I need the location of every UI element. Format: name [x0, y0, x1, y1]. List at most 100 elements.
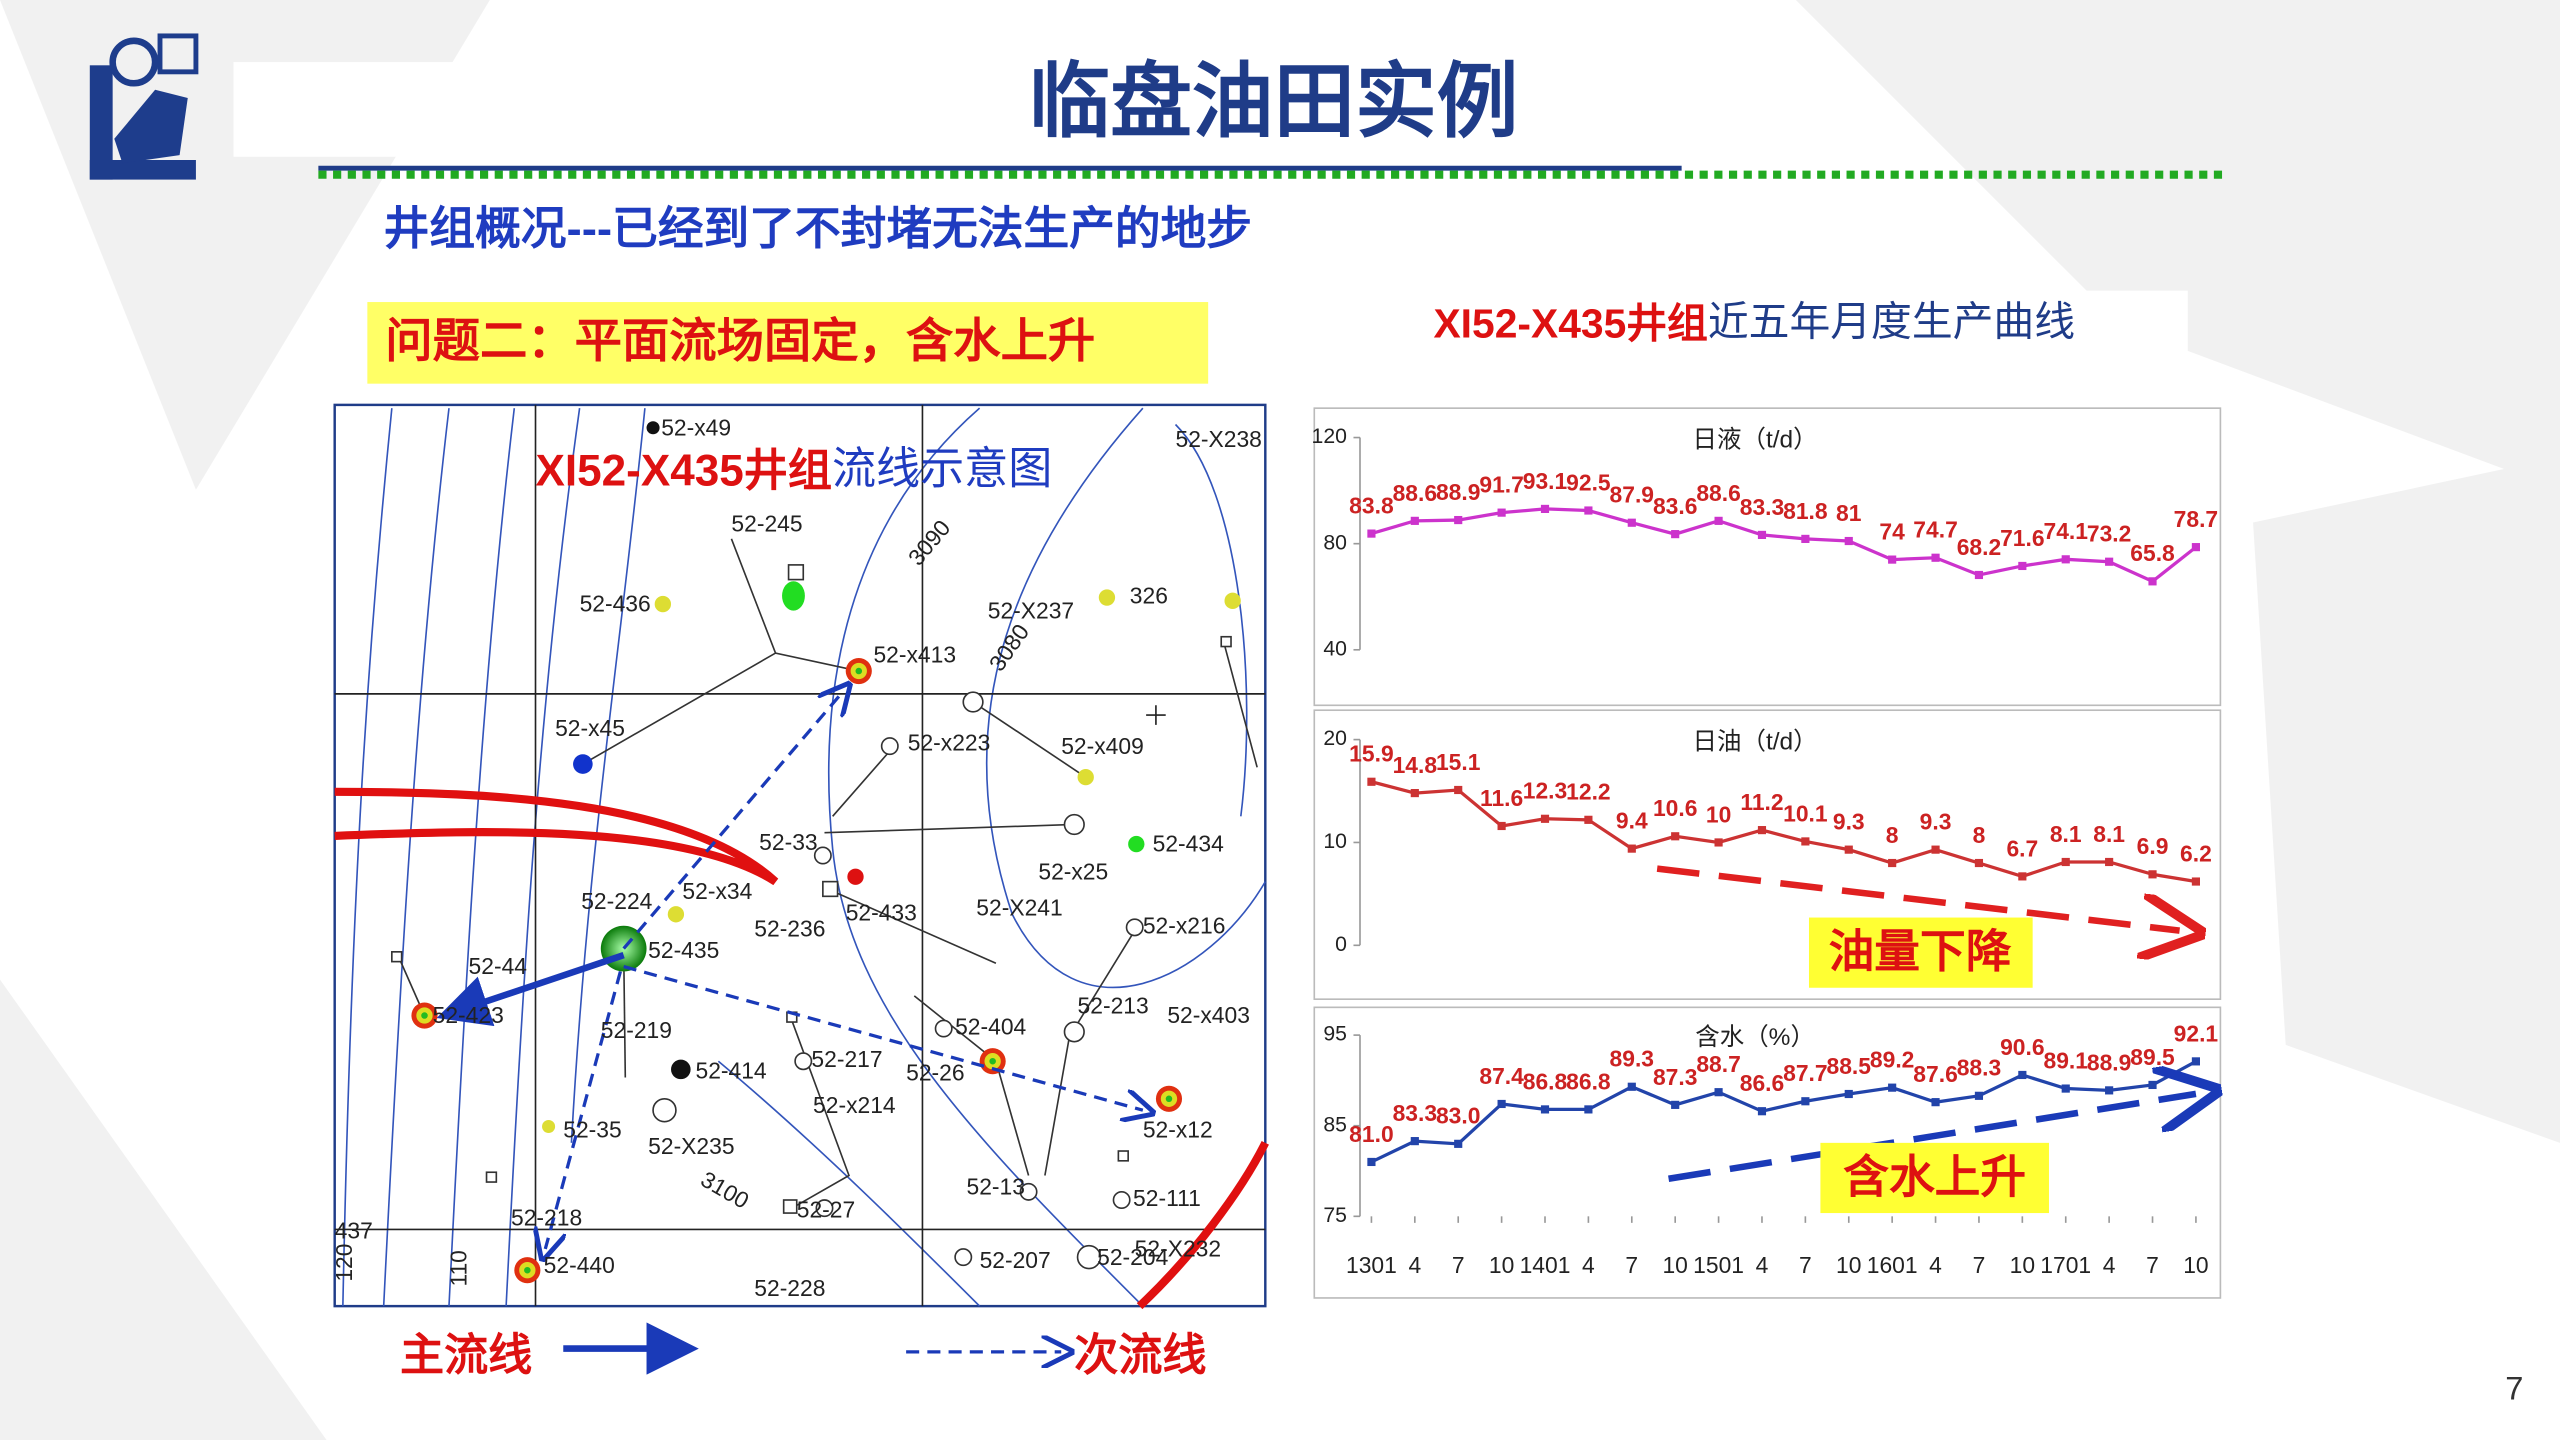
data-label: 10.1: [1783, 800, 1828, 826]
x-tick-label: 1701: [2040, 1252, 2091, 1278]
data-label: 9.3: [1920, 809, 1952, 835]
data-label: 87.6: [1913, 1061, 1957, 1087]
title: 临盘油田实例: [1029, 56, 1519, 147]
line: [1370, 507, 2197, 584]
data-label: 88.6: [1393, 480, 1437, 506]
y-tick-label: 120: [1312, 425, 1347, 448]
marker: [1497, 821, 1506, 831]
data-label: 86.6: [1740, 1070, 1784, 1096]
marker: [1671, 1100, 1680, 1109]
y-tick-label: 80: [1323, 531, 1347, 554]
chart-title: 日油（t/d）: [1693, 727, 1818, 755]
data-label: 6.9: [2137, 833, 2169, 859]
well-label: 52-111: [1133, 1185, 1201, 1211]
charts-title-box: [1417, 290, 2188, 363]
data-label: 78.7: [2174, 506, 2218, 532]
x-tick-label: 4: [2103, 1252, 2116, 1278]
well-label: 52-x413: [873, 641, 956, 667]
data-label: 89.1: [2044, 1047, 2089, 1073]
line: [1371, 780, 2197, 884]
marker: [1540, 1105, 1550, 1114]
y-tick-label: 40: [1323, 637, 1347, 660]
marker: [1974, 1091, 1984, 1100]
data-label: 91.7: [1479, 472, 1523, 498]
well-links: [399, 538, 1258, 1209]
marker: [1540, 504, 1550, 513]
map-title: XI52-X435井组流线示意图: [536, 445, 1053, 496]
data-label: 83.3: [1740, 494, 1784, 520]
x-tick-label: 10: [2183, 1252, 2208, 1278]
well-label: 52-236: [754, 916, 825, 942]
problem: 问题二：平面流场固定，含水上升: [385, 315, 1095, 368]
well-label: 52-204: [1097, 1244, 1168, 1270]
well-label: 52-228: [754, 1275, 825, 1301]
well-label: 52-x45: [555, 715, 625, 741]
chart-panel: [1313, 709, 2222, 1001]
charts-title-a: XI52-X435井组: [1433, 300, 1707, 346]
grid: [334, 404, 1266, 1307]
marker: [1454, 785, 1463, 795]
marker: [1367, 777, 1376, 786]
x-tick-label: 10: [1489, 1252, 1514, 1278]
trend-arrow: [1668, 1094, 2196, 1182]
well-label: 52-x49: [661, 414, 731, 440]
data-label: 81.0: [1349, 1121, 1393, 1147]
data-label: 8.1: [2093, 821, 2125, 847]
map-frame: [333, 403, 1267, 1308]
data-label: 74: [1879, 519, 1905, 545]
x-tick-label: 4: [1582, 1252, 1595, 1278]
well-label: 52-423: [433, 1002, 504, 1028]
charts: 日液（t/d）408012083.888.688.991.793.192.587…: [1312, 407, 2222, 1299]
map-title-a: XI52-X435井组: [536, 446, 832, 495]
y-tick-label: 0: [1335, 933, 1347, 956]
well-label: 52-X232: [1135, 1236, 1221, 1262]
marker: [1844, 536, 1853, 546]
data-label: 6.7: [2006, 835, 2038, 861]
data-label: 8: [1886, 822, 1899, 848]
well-label: 52-X238: [1176, 426, 1262, 452]
marker: [1844, 845, 1853, 854]
well-label: 52-207: [980, 1247, 1051, 1273]
line: [1370, 1059, 2197, 1164]
annotation-box: [1808, 917, 2033, 988]
data-label: 88.7: [1696, 1051, 1740, 1077]
x-tick-label: 10: [2010, 1252, 2035, 1278]
data-label: 74.7: [1913, 517, 1957, 543]
well-label: 52-436: [580, 591, 651, 617]
well-label: 52-434: [1153, 831, 1224, 857]
logo: [89, 33, 199, 180]
x-tick-label: 1501: [1693, 1252, 1744, 1278]
data-label: 12.2: [1566, 779, 1610, 805]
well-label: 110: [445, 1250, 471, 1286]
well-label: 52-213: [1078, 992, 1149, 1018]
data-label: 81.8: [1783, 498, 1827, 524]
marker: [1714, 838, 1723, 847]
well-label: 437: [335, 1218, 373, 1244]
marker: [1627, 1082, 1636, 1091]
data-label: 9.3: [1833, 809, 1865, 835]
data-label: 87.3: [1653, 1064, 1697, 1090]
marker: [2018, 872, 2027, 881]
marker: [1454, 1139, 1463, 1148]
well-label: 52-x223: [908, 730, 991, 756]
y-tick-label: 20: [1323, 727, 1347, 750]
data-label: 81: [1836, 500, 1862, 526]
well-label: 52-x216: [1143, 912, 1226, 938]
marker: [2061, 1084, 2070, 1093]
chart-panel: [1313, 1006, 2222, 1299]
well-label: 52-404: [955, 1014, 1026, 1040]
marker: [1844, 1089, 1853, 1099]
well-label: 52-219: [601, 1017, 672, 1043]
marker: [2105, 1086, 2114, 1095]
chart-title: 含水（%）: [1695, 1023, 1815, 1051]
well-label: 52-435: [648, 937, 719, 963]
data-label: 8.1: [2050, 821, 2082, 847]
well-label: 52-X235: [648, 1133, 734, 1159]
annotation: 含水上升: [1843, 1151, 2026, 1202]
well-label: 52-x12: [1143, 1116, 1213, 1142]
chart-title: 日液（t/d）: [1693, 425, 1818, 453]
annotation: 油量下降: [1829, 926, 2012, 977]
marker: [2148, 1080, 2157, 1090]
data-label: 87.7: [1783, 1060, 1827, 1086]
